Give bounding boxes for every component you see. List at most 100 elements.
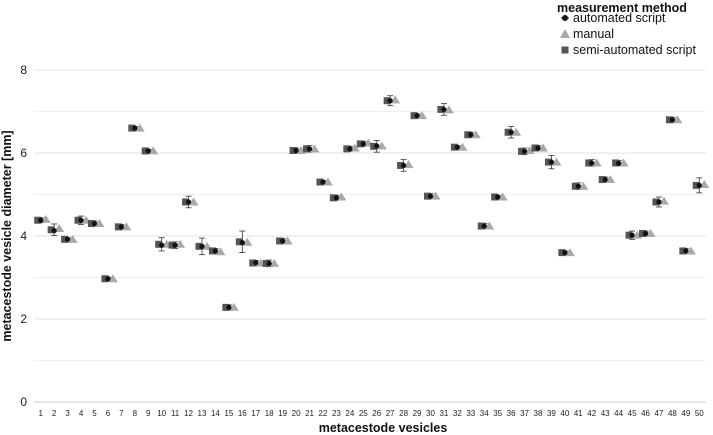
x-tick-label: 45 [628, 409, 637, 418]
x-tick-label: 16 [238, 409, 247, 418]
point-manual [134, 123, 145, 132]
point-semi-automated [491, 193, 499, 201]
point-semi-automated [477, 222, 485, 230]
point-automated [589, 160, 595, 166]
point-automated [696, 182, 702, 188]
x-tick-label: 47 [655, 409, 664, 418]
x-tick-label: 17 [251, 409, 260, 418]
point-semi-automated [518, 147, 526, 155]
x-tick-label: 36 [507, 409, 516, 418]
point-semi-automated [235, 238, 243, 246]
point-semi-automated [316, 178, 324, 186]
point-manual [618, 158, 629, 167]
point-semi-automated [289, 147, 297, 155]
point-semi-automated [262, 259, 270, 267]
point-semi-automated [652, 198, 660, 206]
point-automated [414, 113, 420, 119]
point-semi-automated [155, 240, 163, 248]
point-semi-automated [343, 145, 351, 153]
x-tick-label: 29 [413, 409, 422, 418]
x-tick-label: 15 [224, 409, 233, 418]
point-automated [132, 125, 138, 131]
point-manual [511, 127, 522, 136]
point-automated [468, 132, 474, 138]
point-automated [374, 143, 380, 149]
point-semi-automated [356, 140, 364, 148]
point-automated [266, 260, 272, 266]
x-tick-label: 14 [211, 409, 220, 418]
point-manual [242, 237, 253, 246]
point-manual [605, 175, 616, 184]
y-tick-label: 8 [20, 63, 27, 77]
point-manual [94, 219, 105, 228]
x-tick-label: 9 [146, 409, 151, 418]
legend-symbol-manual [560, 29, 570, 38]
point-automated [306, 146, 313, 152]
point-semi-automated [128, 124, 136, 132]
point-automated [616, 160, 622, 166]
point-semi-automated [692, 181, 700, 189]
point-semi-automated [249, 259, 257, 267]
point-manual [685, 246, 696, 255]
x-tick-label: 50 [695, 409, 704, 418]
x-tick-label: 21 [305, 409, 314, 418]
point-semi-automated [531, 144, 539, 152]
x-axis-label: metacestode vesicles [319, 421, 448, 435]
point-semi-automated [571, 182, 579, 190]
point-automated [320, 179, 326, 185]
x-tick-label: 11 [171, 409, 180, 418]
point-semi-automated [437, 105, 445, 113]
point-manual [309, 144, 320, 153]
point-manual [67, 234, 78, 243]
x-tick-label: 20 [292, 409, 301, 418]
point-semi-automated [544, 158, 552, 166]
point-automated [145, 148, 151, 154]
point-manual [282, 236, 293, 245]
point-automated [548, 159, 555, 165]
point-semi-automated [383, 97, 391, 105]
point-semi-automated [450, 143, 458, 151]
point-manual [497, 192, 508, 201]
point-manual [645, 229, 656, 238]
point-automated [562, 250, 568, 256]
x-tick-label: 6 [106, 409, 111, 418]
x-tick-labels: 1 2 3 4 5 6 7 8 9 10 11 12 13 14 15 16 17 18 19 20 21 22 23 24 2… [38, 409, 704, 418]
point-automated [481, 223, 487, 229]
point-manual [484, 221, 495, 230]
point-automated [185, 199, 192, 205]
point-automated [347, 146, 353, 152]
x-tick-label: 7 [119, 409, 124, 418]
x-tick-label: 4 [79, 409, 84, 418]
point-semi-automated [397, 161, 405, 169]
point-semi-automated [195, 242, 203, 250]
point-automated [521, 148, 528, 154]
point-automated [65, 236, 71, 242]
point-manual [538, 143, 548, 152]
point-semi-automated [87, 220, 95, 228]
y-axis-label: metacestode vesicle diameter [mm] [0, 130, 14, 341]
point-automated [629, 232, 635, 238]
point-semi-automated [423, 192, 431, 200]
y-tick-label: 6 [20, 146, 27, 160]
x-tick-label: 35 [493, 409, 502, 418]
point-manual [148, 146, 159, 155]
point-automated [253, 259, 259, 266]
point-automated [642, 230, 649, 237]
x-tick-label: 48 [668, 409, 677, 418]
gridlines [34, 69, 706, 403]
x-tick-label: 25 [359, 409, 368, 418]
x-tick-label: 38 [534, 409, 543, 418]
point-semi-automated [639, 230, 647, 238]
point-automated [656, 199, 662, 205]
point-semi-automated [168, 241, 176, 249]
point-semi-automated [47, 226, 55, 234]
point-manual [430, 191, 441, 200]
x-tick-label: 32 [453, 409, 462, 418]
legend-entry: manual [573, 27, 614, 41]
point-semi-automated [679, 247, 687, 255]
point-semi-automated [585, 159, 593, 167]
point-manual [551, 157, 562, 166]
x-tick-label: 22 [319, 409, 328, 418]
point-manual [417, 111, 428, 120]
x-tick-label: 33 [466, 409, 475, 418]
